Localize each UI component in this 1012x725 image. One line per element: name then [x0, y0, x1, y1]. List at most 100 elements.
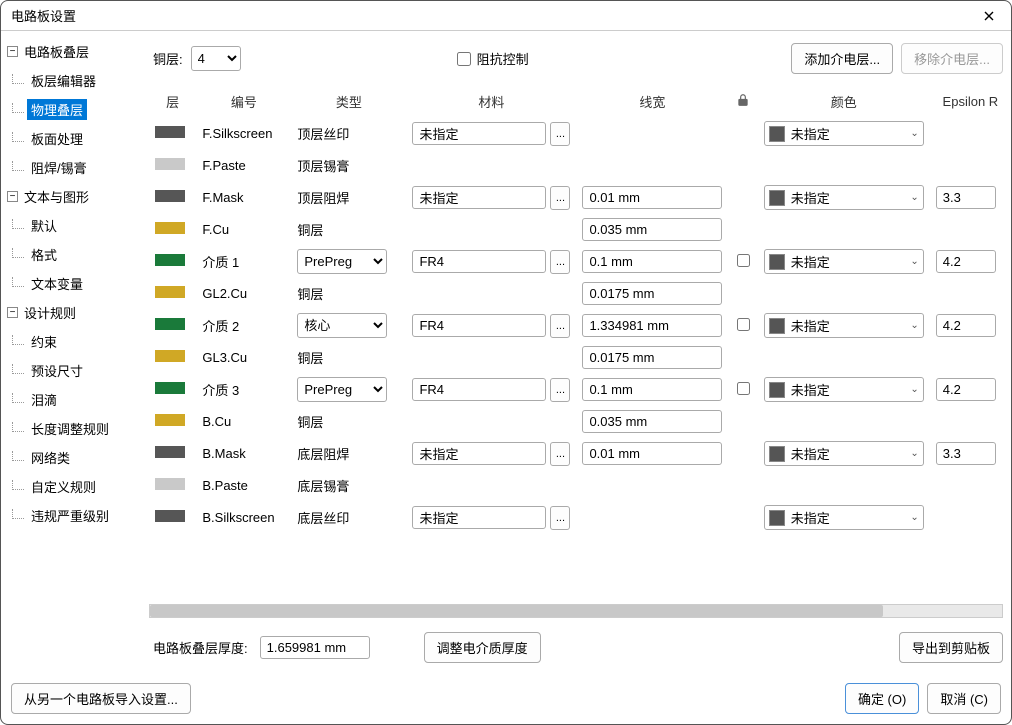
width-input[interactable] [582, 250, 722, 273]
color-select[interactable]: 未指定⌄ [764, 185, 924, 210]
color-select[interactable]: 未指定⌄ [764, 249, 924, 274]
impedance-checkbox[interactable]: 阻抗控制 [457, 49, 529, 68]
material-browse-button[interactable]: ... [550, 378, 570, 402]
add-dielectric-button[interactable]: 添加介电层... [791, 43, 893, 74]
width-input[interactable] [582, 346, 722, 369]
epsilon-input[interactable] [936, 250, 996, 273]
table-row: B.Silkscreen底层丝印...未指定⌄ [149, 501, 1011, 534]
color-select[interactable]: 未指定 ⌄ [764, 505, 924, 530]
color-select[interactable]: 未指定⌄ [764, 121, 924, 146]
material-input[interactable] [412, 506, 546, 529]
width-input[interactable] [582, 186, 722, 209]
lock-checkbox[interactable] [737, 382, 750, 395]
epsilon-input[interactable] [936, 442, 996, 465]
close-button[interactable] [977, 4, 1001, 28]
width-input[interactable] [582, 282, 722, 305]
export-clipboard-button[interactable]: 导出到剪贴板 [899, 632, 1003, 663]
color-select[interactable]: 未指定⌄ [764, 441, 924, 466]
table-row: F.Cu铜层 [149, 214, 1011, 245]
sidebar-item-teardrop[interactable]: 泪滴 [27, 389, 61, 410]
sidebar-item-netclass[interactable]: 网络类 [27, 447, 74, 468]
material-input[interactable] [412, 122, 546, 145]
sidebar-item-finish[interactable]: 板面处理 [27, 128, 87, 149]
material-browse-button[interactable]: ... [550, 250, 570, 274]
sidebar-item-preset[interactable]: 预设尺寸 [27, 360, 87, 381]
sidebar-item-textvar[interactable]: 文本变量 [27, 273, 87, 294]
color-label: 未指定 [791, 252, 905, 271]
type-select[interactable]: PrePreg [297, 377, 387, 402]
table-row: 介质 2核心... 未指定⌄ [149, 309, 1011, 342]
cancel-button[interactable]: 取消 (C) [927, 683, 1001, 714]
thickness-value [260, 636, 370, 659]
type-select[interactable]: 核心 [297, 313, 387, 338]
horizontal-scrollbar[interactable] [149, 604, 1003, 618]
material-browse-button[interactable]: ... [550, 186, 570, 210]
layer-id: GL3.Cu [196, 342, 291, 373]
material-browse-button[interactable]: ... [550, 122, 570, 146]
layer-color-bar [155, 446, 185, 458]
sidebar-tree: −电路板叠层 板层编辑器 物理叠层 板面处理 阻焊/锡膏 −文本与图形 默认 格… [1, 31, 141, 675]
col-width: 线宽 [576, 86, 728, 117]
sidebar-item-format[interactable]: 格式 [27, 244, 61, 265]
sidebar-item-stackup[interactable]: 电路板叠层 [20, 41, 93, 62]
impedance-input[interactable] [457, 52, 471, 66]
chevron-down-icon: ⌄ [910, 512, 918, 523]
type-select[interactable]: PrePreg [297, 249, 387, 274]
material-input[interactable] [412, 442, 546, 465]
stackup-table: 层 编号 类型 材料 线宽 颜色 Epsilon R F.Silkscreen顶… [149, 86, 1011, 534]
width-input[interactable] [582, 314, 722, 337]
width-input[interactable] [582, 218, 722, 241]
layer-color-bar [155, 350, 185, 362]
tree-expander[interactable]: − [7, 46, 18, 57]
color-select[interactable]: 未指定⌄ [764, 313, 924, 338]
copper-select[interactable]: 4 [191, 46, 241, 71]
material-browse-button[interactable]: ... [550, 314, 570, 338]
lock-checkbox[interactable] [737, 254, 750, 267]
epsilon-input[interactable] [936, 378, 996, 401]
layer-id: GL2.Cu [196, 278, 291, 309]
width-input[interactable] [582, 410, 722, 433]
lock-icon [736, 95, 750, 110]
tree-expander[interactable]: − [7, 191, 18, 202]
tree-expander[interactable]: − [7, 307, 18, 318]
close-icon [984, 11, 994, 21]
width-input[interactable] [582, 378, 722, 401]
copper-label: 铜层: [153, 49, 183, 68]
layer-type: 顶层阻焊 [291, 181, 406, 214]
sidebar-item-severity[interactable]: 违规严重级别 [27, 505, 113, 526]
sidebar-item-length[interactable]: 长度调整规则 [27, 418, 113, 439]
lock-checkbox[interactable] [737, 318, 750, 331]
sidebar-item-text[interactable]: 文本与图形 [20, 186, 93, 207]
layer-color-bar [155, 126, 185, 138]
material-input[interactable] [412, 314, 546, 337]
sidebar-item-physical[interactable]: 物理叠层 [27, 99, 87, 120]
layer-id: 介质 3 [196, 373, 291, 406]
sidebar-item-rules[interactable]: 设计规则 [20, 302, 80, 323]
material-input[interactable] [412, 186, 546, 209]
width-input[interactable] [582, 442, 722, 465]
layer-color-bar [155, 414, 185, 426]
material-input[interactable] [412, 250, 546, 273]
layer-id: 介质 2 [196, 309, 291, 342]
sidebar-item-editor[interactable]: 板层编辑器 [27, 70, 100, 91]
epsilon-input[interactable] [936, 314, 996, 337]
chevron-down-icon: ⌄ [910, 128, 918, 139]
chevron-down-icon: ⌄ [910, 192, 918, 203]
sidebar-item-mask[interactable]: 阻焊/锡膏 [27, 157, 91, 178]
col-material: 材料 [406, 86, 576, 117]
material-browse-button[interactable]: ... [550, 442, 570, 466]
material-input[interactable] [412, 378, 546, 401]
color-select[interactable]: 未指定⌄ [764, 377, 924, 402]
titlebar: 电路板设置 [1, 1, 1011, 31]
sidebar-item-custom[interactable]: 自定义规则 [27, 476, 100, 497]
color-label: 未指定 [791, 508, 905, 527]
sidebar-item-default[interactable]: 默认 [27, 215, 61, 236]
adjust-dielectric-button[interactable]: 调整电介质厚度 [424, 632, 541, 663]
material-browse-button[interactable]: ... [550, 506, 570, 530]
epsilon-input[interactable] [936, 186, 996, 209]
layer-color-bar [155, 254, 185, 266]
sidebar-item-constraints[interactable]: 约束 [27, 331, 61, 352]
remove-dielectric-button[interactable]: 移除介电层... [901, 43, 1003, 74]
import-button[interactable]: 从另一个电路板导入设置... [11, 683, 191, 714]
ok-button[interactable]: 确定 (O) [845, 683, 919, 714]
